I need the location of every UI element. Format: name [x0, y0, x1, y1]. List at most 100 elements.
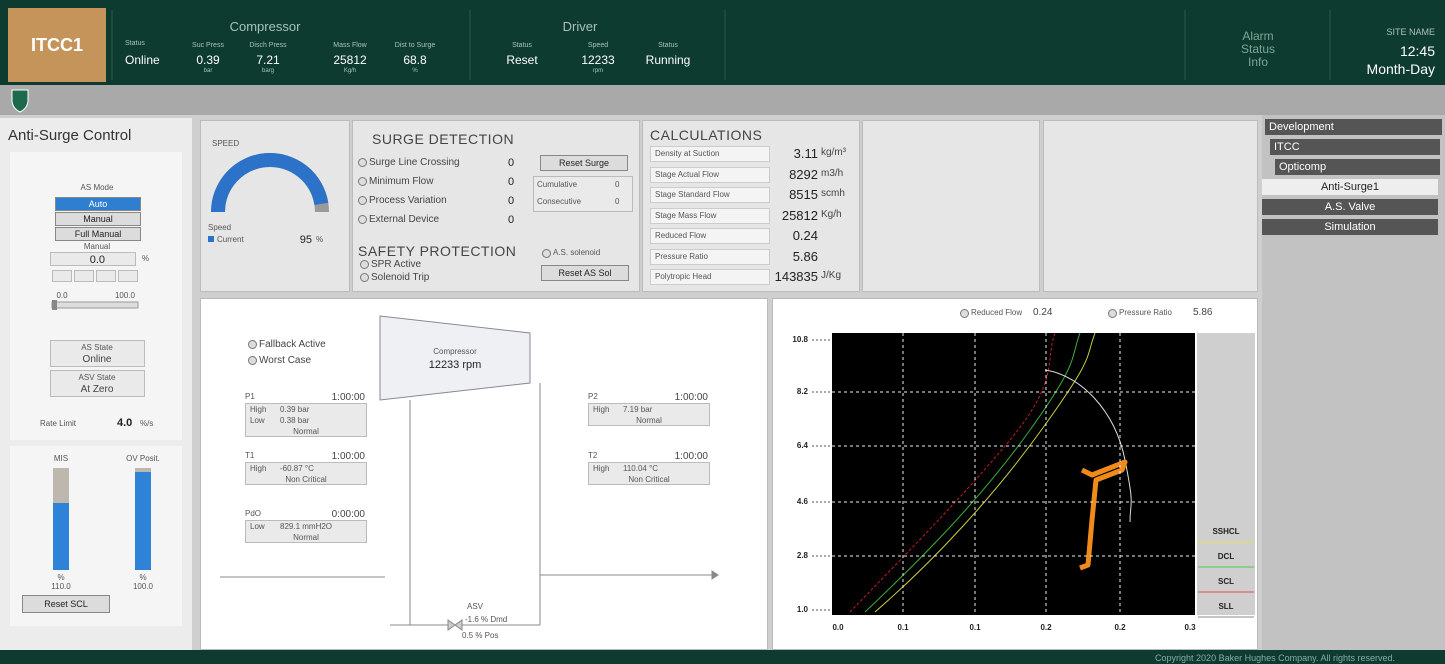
- instrument-status: Normal: [293, 533, 319, 542]
- instrument-box: [245, 462, 367, 485]
- calc-label: Stage Mass Flow: [650, 207, 770, 224]
- panel-title: Anti-Surge Control: [8, 127, 132, 144]
- reset-scl-button[interactable]: Reset SCL: [22, 595, 110, 613]
- limit-label: High: [593, 464, 610, 473]
- kpi-value: 68.8: [403, 53, 427, 67]
- state-value: At Zero: [80, 384, 114, 395]
- nav-item[interactable]: ITCC: [1270, 139, 1440, 155]
- bar-label: MIS: [53, 454, 69, 463]
- manual-value: 0.0: [89, 254, 105, 266]
- reset-sol-button[interactable]: Reset AS Sol: [541, 265, 629, 281]
- instrument-label: P2: [588, 392, 598, 401]
- alarm-info: Status: [1240, 42, 1276, 56]
- instrument-time: 1:00:00: [331, 451, 365, 462]
- nav-item[interactable]: Simulation: [1262, 219, 1438, 235]
- kpi-unit: barg: [261, 68, 275, 74]
- limit-value: -60.87 °C: [280, 464, 314, 473]
- step-button: [52, 270, 72, 282]
- status-value: Online: [125, 53, 160, 67]
- limit-value: 829.1 mmH2O: [280, 522, 333, 531]
- solenoid-indicator: A.S. solenoid: [542, 249, 600, 258]
- nav-item[interactable]: A.S. Valve: [1262, 199, 1438, 215]
- rate-value: 4.0: [117, 417, 133, 429]
- nav-item[interactable]: Anti-Surge1: [1262, 179, 1438, 195]
- kpi-value: 12233: [581, 53, 615, 67]
- detection-item: Surge Line Crossing: [358, 158, 460, 168]
- x-tick-label: 0.2: [1040, 623, 1052, 632]
- left-bars: [51, 300, 151, 570]
- calc-label: Reduced Flow: [650, 228, 770, 244]
- x-tick-label: 0.2: [1114, 623, 1126, 632]
- kpi-unit: rpm: [592, 68, 604, 74]
- calc-value: 8515: [789, 187, 818, 202]
- rate-unit: %/s: [140, 419, 154, 428]
- manual-label: Manual: [83, 242, 111, 251]
- step-button: [96, 270, 116, 282]
- bar-value: 110.0: [51, 582, 71, 591]
- header: [0, 0, 1445, 85]
- legend-label: DCL: [1217, 552, 1235, 561]
- nav-item[interactable]: Opticomp: [1275, 159, 1440, 175]
- speed-value: 95: [299, 234, 312, 246]
- alarm-info: Info: [1247, 55, 1269, 69]
- calc-value: 8292: [789, 166, 818, 182]
- kpi-label: Speed: [587, 42, 609, 49]
- calc-unit: Kg/h: [821, 208, 842, 220]
- rate-label: Rate Limit: [40, 419, 77, 428]
- kpi-label: Status: [512, 42, 532, 49]
- y-tick-label: 2.8: [796, 551, 808, 560]
- kpi-value: 25812: [333, 53, 367, 67]
- slider-max: 100.0: [114, 291, 136, 300]
- mode-label: AS Mode: [80, 183, 114, 192]
- kpi-value: Running: [645, 53, 691, 67]
- instrument-label: T2: [588, 451, 598, 460]
- limit-label: High: [250, 405, 267, 414]
- status-indicator: Fallback Active: [248, 340, 326, 350]
- panel-title: SURGE DETECTION: [372, 131, 515, 147]
- legend-label: SCL: [1218, 577, 1234, 586]
- instrument-label: T1: [245, 451, 255, 460]
- nav-item[interactable]: Development: [1265, 119, 1442, 135]
- kpi-label: Suc Press: [192, 42, 224, 49]
- kpi-unit: Kg/h: [343, 68, 357, 74]
- detection-count: 0: [508, 214, 515, 226]
- limit-value: 7.19 bar: [623, 405, 653, 414]
- slider-min: 0.0: [56, 291, 68, 300]
- kpi-label: Status: [658, 42, 678, 49]
- state-label: ASV State: [78, 373, 116, 382]
- site-name: SITE NAME: [1386, 27, 1435, 37]
- toolbar: [0, 85, 1445, 115]
- instrument-status: Normal: [293, 427, 319, 436]
- copyright: Copyright 2020 Baker Hughes Company. All…: [1155, 653, 1395, 663]
- y-tick-label: 1.0: [796, 605, 808, 614]
- instrument-label: PdO: [245, 509, 262, 518]
- empty-panel: [1043, 120, 1258, 292]
- reset-surge-button[interactable]: Reset Surge: [540, 155, 628, 171]
- counter-value: 0: [615, 197, 620, 206]
- calc-value: 5.86: [792, 248, 818, 264]
- state-box: [50, 340, 145, 367]
- legend-label: SLL: [1218, 602, 1234, 611]
- calc-value: 25812: [781, 207, 818, 223]
- y-tick-label: 6.4: [796, 441, 808, 450]
- manual-input: [50, 252, 136, 266]
- instrument-box: [588, 403, 710, 426]
- valve-label: ASV: [466, 602, 484, 611]
- legend-label: SSHCL: [1212, 527, 1240, 536]
- surge-plot: [832, 332, 1255, 615]
- y-tick-label: 4.6: [796, 497, 808, 506]
- panel-title: CALCULATIONS: [650, 127, 763, 143]
- counter-value: 0: [615, 180, 620, 189]
- detection-count: 0: [508, 195, 515, 207]
- valve-demand: -1.6 % Dmd: [465, 615, 508, 624]
- speed-unit: %: [316, 235, 324, 244]
- app-title: ITCC1: [30, 34, 83, 55]
- kpi-value: 0.39: [196, 53, 220, 67]
- state-value: Online: [82, 354, 112, 365]
- mode-button[interactable]: Manual: [55, 212, 141, 226]
- x-tick-label: 0.1: [897, 623, 909, 632]
- calc-unit: J/Kg: [821, 270, 842, 281]
- mode-button[interactable]: Full Manual: [55, 227, 141, 241]
- mode-button[interactable]: Auto: [55, 197, 141, 211]
